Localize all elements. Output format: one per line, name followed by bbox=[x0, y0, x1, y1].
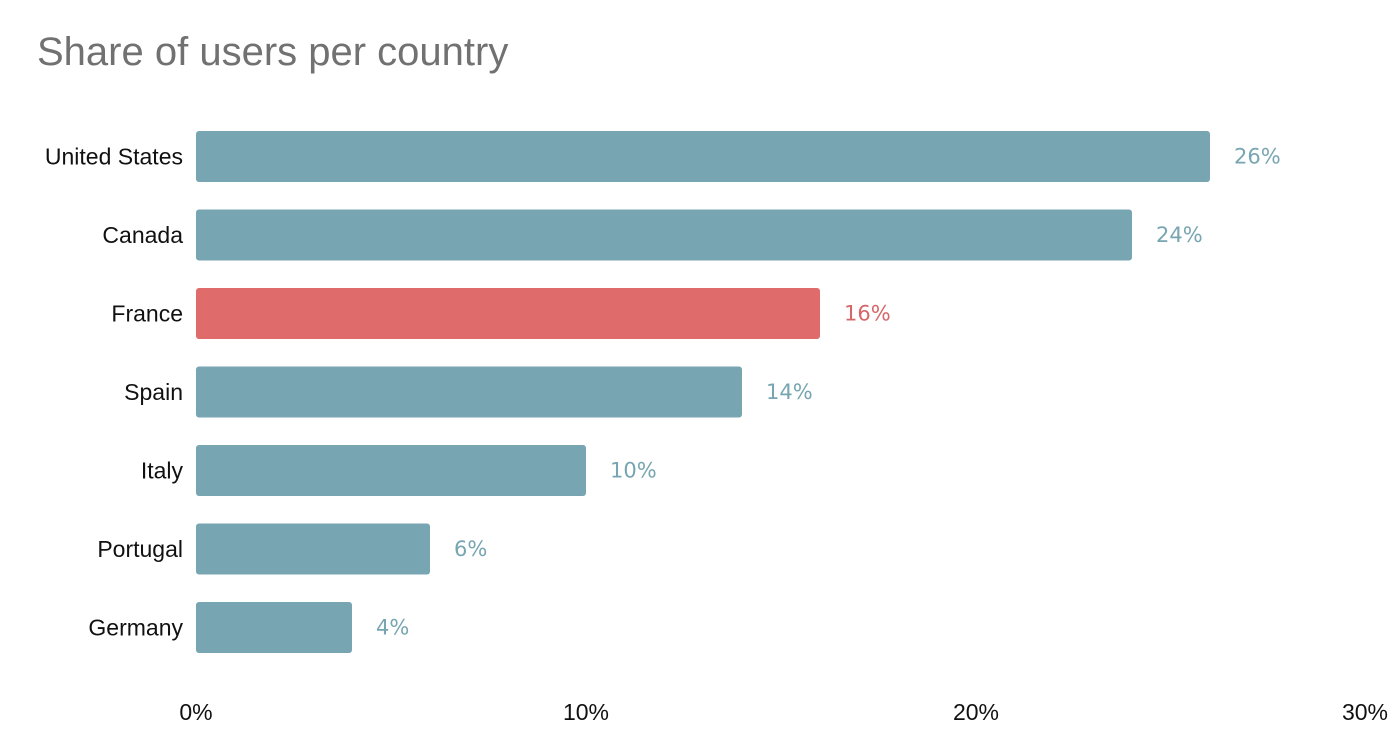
value-label-canada: 24% bbox=[1156, 223, 1203, 247]
value-labels: 26% 24% 16% 14% 10% 6% 4% bbox=[376, 145, 1281, 640]
value-label-germany: 4% bbox=[376, 616, 409, 640]
value-label-united-states: 26% bbox=[1234, 145, 1281, 169]
category-label-united-states: United States bbox=[45, 144, 183, 170]
x-tick-label-1: 10% bbox=[563, 699, 609, 725]
value-label-spain: 14% bbox=[766, 380, 813, 404]
bar-portugal bbox=[196, 523, 430, 575]
category-label-france: France bbox=[111, 301, 183, 327]
bar-canada bbox=[196, 209, 1132, 261]
x-tick-label-0: 0% bbox=[179, 699, 212, 725]
bar-germany bbox=[196, 602, 352, 653]
bars-layer bbox=[196, 131, 1210, 653]
category-labels: United States Canada France Spain Italy Portu… bbox=[45, 144, 184, 641]
category-label-portugal: Portugal bbox=[97, 536, 183, 562]
x-tick-label-2: 20% bbox=[953, 699, 999, 725]
value-label-portugal: 6% bbox=[454, 537, 487, 561]
value-label-italy: 10% bbox=[610, 459, 657, 483]
bar-france bbox=[196, 288, 820, 339]
bar-spain bbox=[196, 366, 742, 418]
x-tick-label-3: 30% bbox=[1342, 699, 1388, 725]
value-label-france: 16% bbox=[844, 302, 891, 326]
x-axis-ticks: 0% 10% 20% 30% bbox=[179, 699, 1388, 725]
bar-italy bbox=[196, 445, 586, 496]
category-label-italy: Italy bbox=[141, 458, 184, 484]
bar-united-states bbox=[196, 131, 1210, 182]
chart-title: Share of users per country bbox=[37, 30, 509, 74]
category-label-canada: Canada bbox=[102, 222, 183, 248]
category-label-spain: Spain bbox=[124, 379, 183, 405]
category-label-germany: Germany bbox=[88, 615, 183, 641]
